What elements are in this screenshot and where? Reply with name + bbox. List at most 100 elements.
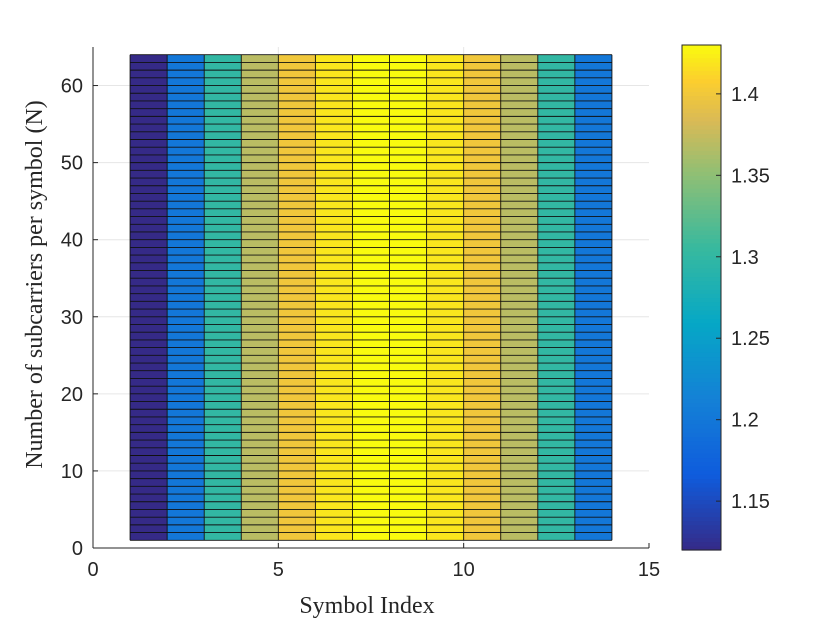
colorbar-segment xyxy=(682,331,721,336)
colorbar-segment xyxy=(682,470,721,475)
colorbar-segment xyxy=(682,146,721,151)
colorbar-segment xyxy=(682,457,721,463)
colorbar-segment xyxy=(682,137,721,143)
colorbar-segment xyxy=(682,99,721,105)
heatmap-column-cell xyxy=(463,54,501,541)
colorbar-frame xyxy=(681,44,722,551)
colorbar-segment xyxy=(682,167,721,172)
colorbar-segment xyxy=(682,352,721,358)
colorbar-segment xyxy=(682,53,721,59)
colorbar-tick-label: 1.2 xyxy=(731,410,759,432)
colorbar-segment xyxy=(682,322,721,328)
heatmap-column-cell xyxy=(204,54,242,541)
colorbar-segment xyxy=(682,545,721,551)
colorbar-segment xyxy=(682,440,721,446)
colorbar-segment xyxy=(682,238,721,244)
colorbar-segment xyxy=(682,394,721,400)
colorbar-tick-label: 1.4 xyxy=(731,84,759,106)
heatmap-column-cell xyxy=(278,54,316,541)
colorbar-segment xyxy=(682,436,721,442)
colorbar-segment xyxy=(682,217,721,223)
x-tick-label: 10 xyxy=(453,559,475,581)
colorbar-segment xyxy=(682,495,721,501)
colorbar-segment xyxy=(682,179,721,185)
x-tick-label: 15 xyxy=(638,559,660,581)
colorbar-segment xyxy=(682,200,721,206)
colorbar-segment xyxy=(682,305,721,311)
colorbar-segment xyxy=(682,520,721,526)
colorbar-segment xyxy=(682,478,721,484)
colorbar-segment xyxy=(682,234,721,240)
colorbar-segment xyxy=(682,272,721,278)
colorbar-segment xyxy=(682,356,721,362)
colorbar-segment xyxy=(682,103,721,109)
colorbar-segment xyxy=(682,427,721,433)
colorbar-segment xyxy=(682,230,721,235)
colorbar-segment xyxy=(682,209,721,214)
colorbar-segment xyxy=(682,314,721,320)
colorbar-segment xyxy=(682,528,721,534)
colorbar-segment xyxy=(682,377,721,383)
colorbar-segment xyxy=(682,499,721,505)
colorbar-segment xyxy=(682,133,721,139)
y-axis-title: Number of subcarriers per symbol (N) xyxy=(22,100,48,469)
colorbar-segment xyxy=(682,537,721,543)
colorbar-segment xyxy=(682,284,721,290)
colorbar-segment xyxy=(682,411,721,416)
colorbar-segment xyxy=(682,326,721,332)
colorbar-segment xyxy=(682,482,721,488)
colorbar-segment xyxy=(682,453,721,459)
heatmap-column-cell xyxy=(389,54,427,541)
colorbar-segment xyxy=(682,474,721,480)
colorbar-segment xyxy=(682,49,721,55)
colorbar-segment xyxy=(682,251,721,257)
colorbar-segment xyxy=(682,129,721,134)
colorbar-segment xyxy=(682,141,721,147)
colorbar-tick-label: 1.3 xyxy=(731,247,759,269)
colorbar-segment xyxy=(682,171,721,177)
colorbar-segment xyxy=(682,45,721,50)
colorbar-segment xyxy=(682,289,721,294)
colorbar-segment xyxy=(682,503,721,509)
colorbar-segment xyxy=(682,348,721,353)
colorbar-segment xyxy=(682,120,721,126)
colorbar-segment xyxy=(682,385,721,391)
colorbar-segment xyxy=(682,276,721,282)
colorbar-segment xyxy=(682,108,721,113)
colorbar-segment xyxy=(682,533,721,538)
y-tick-label: 30 xyxy=(61,307,83,329)
colorbar-segment xyxy=(682,242,721,248)
y-tick-label: 60 xyxy=(61,76,83,98)
colorbar-segment xyxy=(682,419,721,425)
colorbar-tick-label: 1.15 xyxy=(731,491,770,513)
colorbar-segment xyxy=(682,87,721,92)
colorbar-segment xyxy=(682,183,721,189)
colorbar-segment xyxy=(682,66,721,71)
colorbar-segment xyxy=(682,78,721,84)
colorbar-segment xyxy=(682,124,721,130)
colorbar-segment xyxy=(682,175,721,181)
colorbar-segment xyxy=(682,221,721,227)
colorbar-segment xyxy=(682,339,721,345)
colorbar-segment xyxy=(682,196,721,202)
y-tick-label: 40 xyxy=(61,230,83,252)
heatmap-column-cell xyxy=(241,54,279,541)
colorbar-segment xyxy=(682,512,721,517)
colorbar-segment xyxy=(682,432,721,437)
y-tick-label: 0 xyxy=(72,538,83,560)
colorbar-segment xyxy=(682,491,721,496)
colorbar-tick-label: 1.25 xyxy=(731,328,770,350)
colorbar-segment xyxy=(682,415,721,421)
heatmap-column-cell xyxy=(167,54,205,541)
colorbar-segment xyxy=(682,70,721,76)
colorbar-segment xyxy=(682,192,721,198)
colorbar-segment xyxy=(682,449,721,454)
colorbar-segment xyxy=(682,398,721,404)
x-tick-label: 5 xyxy=(273,559,284,581)
colorbar-segment xyxy=(682,213,721,219)
heatmap-column-cell xyxy=(352,54,390,541)
colorbar-segment xyxy=(682,268,721,273)
colorbar-segment xyxy=(682,335,721,341)
colorbar-segment xyxy=(682,381,721,387)
